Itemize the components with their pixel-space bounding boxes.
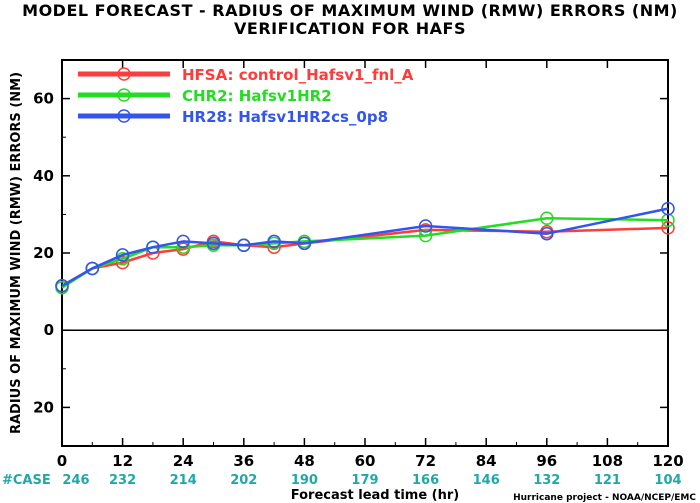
y-axis-title: RADIUS OF MAXIMUM WIND (RMW) ERRORS (NM) [9,72,24,434]
case-count: 166 [412,473,439,488]
credit-text: Hurricane project - NOAA/NCEP/EMC [513,493,696,503]
y-tick-label: 60 [33,90,54,108]
x-tick-label: 120 [652,452,683,470]
legend-marker [117,109,131,123]
legend-label: CHR2: Hafsv1HR2 [182,87,332,105]
x-tick-label: 36 [233,452,254,470]
y-tick-label: 0 [44,321,54,339]
case-count: 132 [533,473,560,488]
y-tick-label: 40 [33,167,54,185]
series-line [61,207,669,287]
x-tick-label: 60 [355,452,376,470]
x-tick-label: 24 [173,452,194,470]
series-point [418,228,433,243]
series-point [237,238,251,253]
legend-marker [117,67,131,81]
legend-marker [117,88,131,102]
legend-label: HFSA: control_Hafsv1_fnl_A [182,66,414,84]
case-count: 179 [351,473,378,488]
case-count: 104 [654,473,681,488]
series-point [146,240,160,254]
series-line [61,226,669,287]
series-point [661,221,675,235]
series-point [661,201,675,216]
x-tick-label: 108 [592,452,623,470]
case-count: 121 [594,473,621,488]
y-tick-label: 20 [33,244,54,262]
x-tick-label: 84 [476,452,497,470]
y-tick-label: 20 [33,398,54,416]
case-count: 202 [230,473,257,488]
x-tick-label: 96 [536,452,557,470]
chart-title: MODEL FORECAST - RADIUS OF MAXIMUM WIND … [22,1,678,20]
series-point [176,234,190,249]
x-tick-label: 48 [294,452,315,470]
series-point [540,226,554,241]
series-point [85,261,100,276]
legend-label: HR28: Hafsv1HR2cs_0p8 [182,108,388,126]
case-count: 146 [473,473,500,488]
x-axis-title: Forecast lead time (hr) [291,488,459,503]
series-point [267,234,281,249]
case-count: 246 [62,473,89,488]
series-point [115,248,130,262]
x-tick-label: 0 [57,452,67,470]
case-count: 214 [170,473,197,488]
chart-subtitle: VERIFICATION FOR HAFS [234,19,466,38]
x-tick-label: 12 [112,452,133,470]
series-point [418,219,433,233]
x-tick-label: 72 [415,452,436,470]
series-point [297,236,312,251]
series-point [55,279,69,293]
series-point [115,255,130,270]
series-point [206,236,221,251]
case-count: 190 [291,473,318,488]
series-point [540,211,554,226]
case-count: 232 [109,473,136,488]
case-row-label: #CASE [2,473,51,488]
